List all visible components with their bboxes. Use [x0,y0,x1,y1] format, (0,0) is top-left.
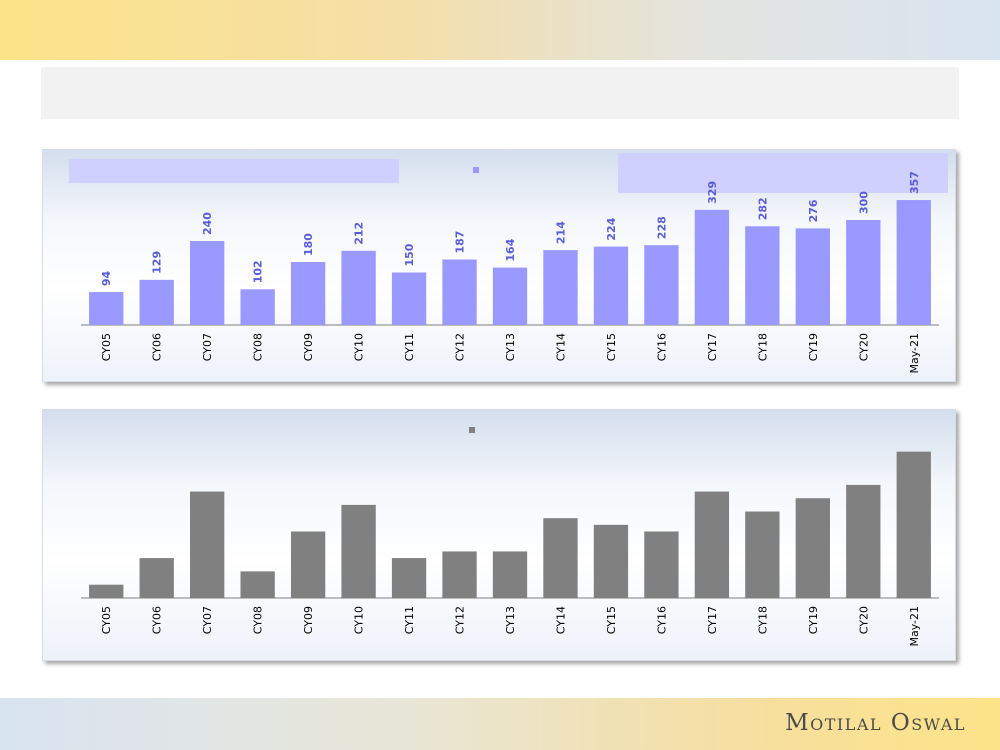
bar-cy19 [795,498,830,598]
data-label-cy11: 150 [403,243,416,266]
bar-cy13 [492,551,528,598]
bar-cy05 [89,584,124,598]
bar-cy20 [846,220,881,325]
bar-cy06 [139,279,174,325]
bar-cy12 [442,259,477,325]
header-band [0,0,1000,60]
data-label-cy09: 180 [302,233,315,256]
tick-label-cy11: CY11 [403,606,416,634]
tick-label-cy18: CY18 [756,606,769,634]
bar-cy14 [543,518,578,598]
data-label-cy18: 282 [756,197,769,220]
chart-panel-1: CY05 94 CY06 129 CY07 240 CY08 102 CY09 180 CY10 21… [42,149,956,382]
bar-cy05 [89,292,124,325]
tick-label-cy10: CY10 [353,333,366,361]
bar-cy12 [442,551,477,598]
chart-title-redacted [69,159,399,183]
bar-cy09 [290,531,326,598]
bar-cy18 [745,226,780,325]
bar-cy15 [593,524,629,598]
bar-cy16 [644,531,679,598]
tick-label-cy08: CY08 [252,606,265,634]
tick-label-cy08: CY08 [252,333,265,361]
tick-label-cy17: CY17 [706,606,719,634]
chart-note-redacted [618,153,948,193]
tick-label-may-21: May-21 [908,606,921,647]
data-label-cy14: 214 [554,221,567,244]
data-label-cy19: 276 [807,199,820,222]
tick-label-cy14: CY14 [554,333,567,361]
data-label-cy12: 187 [454,231,467,254]
chart-panel-2: CY05 CY06 CY07 CY08 CY09 CY10 CY11 CY12 CY13 CY14… [42,409,956,661]
tick-label-cy09: CY09 [302,333,315,361]
legend-marker-1 [473,167,479,173]
data-label-cy17: 329 [706,181,719,204]
data-label-may-21: 357 [908,171,921,194]
tick-label-cy05: CY05 [100,606,113,634]
bar-cy07 [190,241,225,325]
data-label-cy16: 228 [655,216,668,239]
bar-cy16 [644,245,679,325]
tick-label-cy07: CY07 [201,606,214,634]
bar-cy14 [543,250,578,325]
tick-label-cy10: CY10 [353,606,366,634]
data-label-cy05: 94 [100,270,113,286]
bar-chart-2: CY05 CY06 CY07 CY08 CY09 CY10 CY11 CY12 CY13 CY14… [81,451,939,647]
tick-label-cy19: CY19 [807,606,820,634]
data-label-cy13: 164 [504,238,517,261]
tick-label-cy06: CY06 [151,333,164,361]
tick-label-cy15: CY15 [605,333,618,361]
tick-label-cy15: CY15 [605,606,618,634]
tick-label-cy17: CY17 [706,333,719,361]
bar-cy09 [290,262,326,325]
tick-label-cy07: CY07 [201,333,214,361]
brand-logo: Motilal Oswal [785,710,966,736]
bar-cy06 [139,558,174,598]
tick-label-cy12: CY12 [454,333,467,361]
tick-label-cy05: CY05 [100,333,113,361]
tick-label-cy13: CY13 [504,333,517,361]
data-label-cy06: 129 [151,251,164,274]
bar-cy19 [795,228,830,325]
tick-label-cy20: CY20 [857,333,870,361]
legend-marker-2 [469,427,475,433]
tick-label-cy06: CY06 [151,606,164,634]
bar-may-21 [896,451,931,598]
tick-label-may-21: May-21 [908,333,921,374]
tick-label-cy09: CY09 [302,606,315,634]
bar-cy07 [190,491,225,598]
bar-cy17 [694,491,730,598]
tick-label-cy11: CY11 [403,333,416,361]
tick-label-cy12: CY12 [454,606,467,634]
bar-cy08 [240,289,275,325]
bar-cy17 [694,209,730,325]
tick-label-cy20: CY20 [857,606,870,634]
tick-label-cy18: CY18 [756,333,769,361]
bar-may-21 [896,200,931,325]
bar-cy10 [341,504,376,598]
bar-chart-1: CY05 94 CY06 129 CY07 240 CY08 102 CY09 180 CY10 21… [81,171,939,374]
bar-cy10 [341,250,376,325]
bar-cy13 [492,267,528,325]
footer-band [0,698,1000,750]
data-label-cy08: 102 [252,260,265,283]
bar-cy11 [391,272,427,325]
tick-label-cy16: CY16 [655,333,668,361]
tick-label-cy13: CY13 [504,606,517,634]
bar-cy20 [846,484,881,598]
tick-label-cy16: CY16 [655,606,668,634]
data-label-cy15: 224 [605,217,618,240]
tick-label-cy14: CY14 [554,606,567,634]
bar-cy11 [391,558,427,598]
bar-cy15 [593,246,629,325]
data-label-cy07: 240 [201,212,214,235]
bar-cy18 [745,511,780,598]
data-label-cy20: 300 [857,191,870,214]
tick-label-cy19: CY19 [807,333,820,361]
slide-title-bar [41,67,959,119]
bar-cy08 [240,571,275,598]
data-label-cy10: 212 [353,222,366,245]
